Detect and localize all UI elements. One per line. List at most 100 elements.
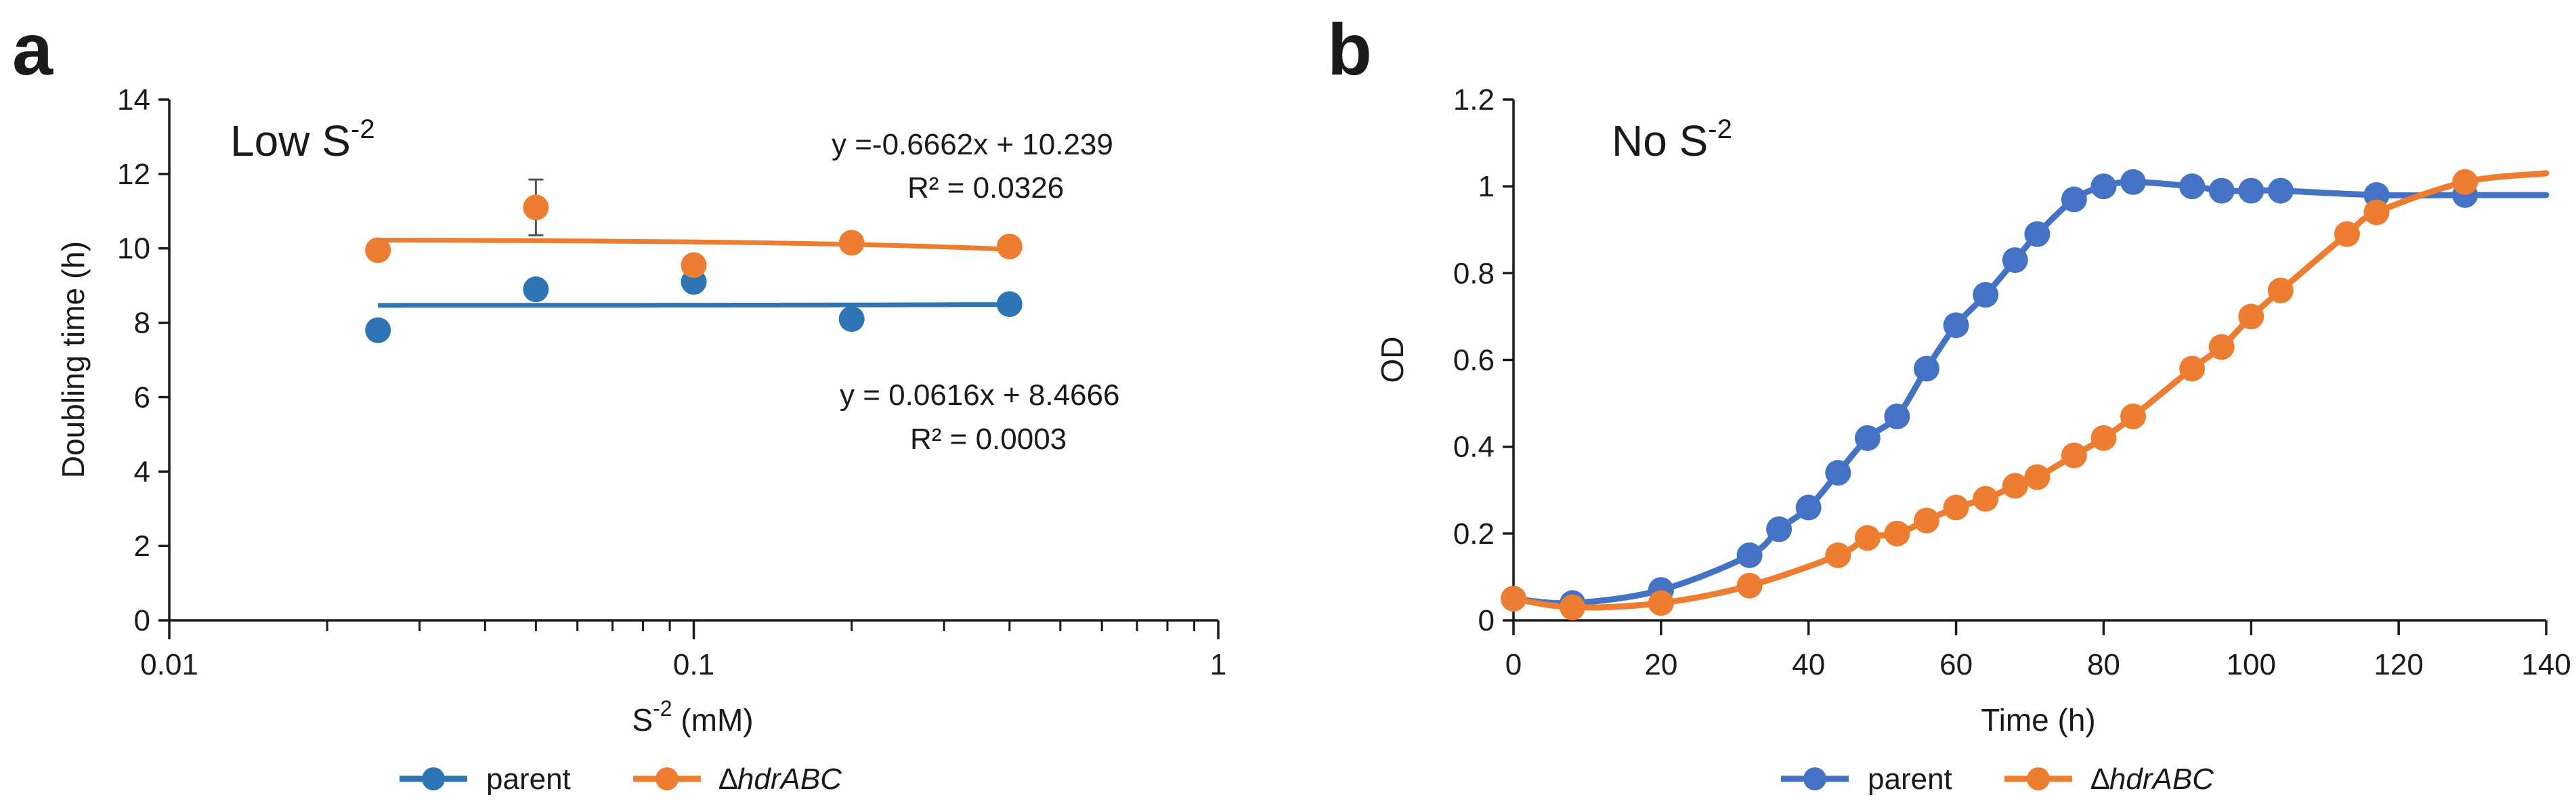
panel-a-y-title: Doubling time (h) bbox=[56, 241, 91, 478]
panel-a-point-parent bbox=[523, 276, 549, 303]
panel-a-y-tick-label: 6 bbox=[134, 381, 150, 414]
panel-b-point-parent bbox=[2002, 247, 2028, 274]
panel-b-point-parent bbox=[1736, 542, 1763, 568]
legend-hdrabc-marker bbox=[656, 767, 679, 790]
panel-b-point-hdrabc bbox=[1943, 494, 1969, 521]
panel-a-point-hdrabc bbox=[523, 194, 549, 221]
panel-b-y-tick-label: 1.2 bbox=[1453, 83, 1495, 116]
panel-a-title: Low S-2 bbox=[230, 114, 374, 165]
panel-b-x-tick-label: 40 bbox=[1792, 648, 1825, 681]
panel-a-y-tick-label: 0 bbox=[134, 604, 150, 637]
panel-b-point-parent bbox=[2267, 177, 2294, 204]
panel-b-point-parent bbox=[2208, 177, 2235, 204]
panel-b-y-title: OD bbox=[1375, 337, 1410, 383]
panel-a-y-tick-label: 14 bbox=[117, 83, 150, 116]
panel-a-y-tick-label: 2 bbox=[134, 530, 150, 563]
panel-b-legend-hdrabc: ∆hdrABC bbox=[2004, 763, 2214, 796]
panel-a-y-tick-label: 4 bbox=[134, 455, 150, 488]
panel-b-point-hdrabc bbox=[2208, 334, 2235, 360]
panel-a-x-title: S-2 (mM) bbox=[632, 696, 753, 738]
panel-a-point-parent bbox=[365, 317, 391, 343]
panel-b-x-tick-label: 0 bbox=[1505, 648, 1522, 681]
legend-hdrabc-label: ∆hdrABC bbox=[719, 763, 842, 796]
panel-b-point-hdrabc bbox=[2120, 403, 2146, 429]
panel-b-point-hdrabc bbox=[2002, 473, 2028, 499]
panel-a-x-tick-label: 0.01 bbox=[140, 648, 198, 681]
legend-b-hdrabc-marker bbox=[2027, 767, 2050, 790]
panel-a-orange-equation: y =-0.6662x + 10.239 bbox=[832, 128, 1113, 161]
panel-a-letter: a bbox=[12, 8, 53, 90]
panel-a-legend: parent ∆hdrABC bbox=[400, 763, 842, 796]
panel-b-point-parent bbox=[1825, 460, 1851, 486]
panel-a-y-tick-label: 8 bbox=[134, 307, 150, 340]
panel-a-trendline-hdrabc bbox=[378, 238, 1010, 252]
panel-b-point-parent bbox=[1795, 494, 1822, 521]
legend-b-parent-label: parent bbox=[1868, 763, 1952, 796]
panel-b-x-tick-label: 80 bbox=[2087, 648, 2120, 681]
panel-b-point-parent bbox=[2061, 186, 2087, 213]
panel-a-point-hdrabc bbox=[681, 252, 707, 278]
legend-b-hdrabc-label: ∆hdrABC bbox=[2091, 763, 2214, 796]
panel-b-letter: b bbox=[1327, 8, 1372, 90]
panel-a-point-parent bbox=[838, 306, 865, 333]
panel-a-point-parent bbox=[996, 291, 1023, 318]
panel-b-y-tick-label: 0.4 bbox=[1453, 431, 1495, 464]
panel-b-point-parent bbox=[2090, 173, 2117, 200]
panel-a-y-tick-label: 10 bbox=[117, 232, 150, 265]
panel-b-x-title: Time (h) bbox=[1981, 702, 2096, 738]
panel-a-legend-parent: parent bbox=[400, 763, 571, 796]
panel-b-point-parent bbox=[1973, 282, 1999, 308]
panel-a-legend-hdrabc: ∆hdrABC bbox=[633, 763, 842, 796]
panel-b-point-hdrabc bbox=[1973, 486, 1999, 512]
panel-b-x-tick-label: 60 bbox=[1939, 648, 1973, 681]
panel-b-x-tick-label: 120 bbox=[2374, 648, 2423, 681]
panel-b-legend: parent ∆hdrABC bbox=[1781, 763, 2214, 796]
legend-parent-marker bbox=[422, 767, 445, 790]
panel-b-x-tick-label: 140 bbox=[2521, 648, 2571, 681]
panel-a-orange-r2: R² = 0.0326 bbox=[907, 171, 1064, 205]
panel-a-x-tick-label: 0.1 bbox=[673, 648, 714, 681]
panel-b-x-tick-label: 20 bbox=[1644, 648, 1677, 681]
panel-b-point-hdrabc bbox=[2334, 221, 2360, 247]
panel-b-y-tick-label: 0.8 bbox=[1453, 257, 1495, 290]
panel-b-point-hdrabc bbox=[2267, 277, 2294, 303]
panel-b-point-hdrabc bbox=[1501, 585, 1526, 612]
panel-b-point-parent bbox=[1943, 312, 1969, 339]
panel-b-point-parent bbox=[1766, 516, 1793, 542]
panel-b-point-hdrabc bbox=[1884, 520, 1910, 547]
panel-a-blue-r2: R² = 0.0003 bbox=[910, 423, 1067, 456]
legend-b-parent-marker bbox=[1803, 767, 1826, 790]
panel-b-point-hdrabc bbox=[1854, 525, 1881, 551]
panel-a-point-hdrabc bbox=[365, 237, 391, 263]
panel-b-point-hdrabc bbox=[2363, 199, 2390, 226]
panel-a-chart: 0 2 4 6 8 10 12 14 0.01 0.1 1 Low S-2 y =-0.6662x… bbox=[56, 83, 1226, 796]
panel-b-point-parent bbox=[1854, 425, 1881, 451]
panel-b-point-hdrabc bbox=[1648, 590, 1674, 616]
panel-a-x-tick-label: 1 bbox=[1210, 648, 1226, 681]
panel-b-point-hdrabc bbox=[1560, 594, 1586, 620]
panel-b-title: No S-2 bbox=[1612, 114, 1732, 165]
panel-b-point-hdrabc bbox=[2090, 425, 2117, 451]
panel-a-y-tick-label: 12 bbox=[117, 158, 150, 191]
panel-b-point-parent bbox=[2238, 177, 2264, 204]
panel-a-blue-equation: y = 0.0616x + 8.4666 bbox=[840, 379, 1119, 412]
panel-b-chart: 0 0.2 0.4 0.6 0.8 1 1.2 0 20 40 60 80 100 120 140 No … bbox=[1375, 83, 2571, 796]
panel-b-point-parent bbox=[2179, 173, 2206, 200]
panel-b-point-parent bbox=[2024, 221, 2051, 247]
panel-b-y-tick-label: 0.6 bbox=[1453, 344, 1495, 377]
legend-parent-label: parent bbox=[486, 763, 571, 796]
panel-b-point-parent bbox=[1884, 403, 1910, 429]
panel-b-point-hdrabc bbox=[2061, 442, 2087, 469]
panel-b-point-hdrabc bbox=[1825, 542, 1851, 568]
panel-b-point-hdrabc bbox=[2238, 303, 2264, 330]
panel-b-point-hdrabc bbox=[2024, 464, 2051, 490]
panel-a-point-hdrabc bbox=[838, 230, 865, 256]
panel-b-y-tick-label: 1 bbox=[1478, 170, 1495, 203]
panel-b-x-tick-label: 100 bbox=[2227, 648, 2276, 681]
panel-b-point-hdrabc bbox=[1736, 572, 1763, 599]
panel-a-point-hdrabc bbox=[996, 233, 1023, 259]
panel-b-point-hdrabc bbox=[1914, 507, 1939, 534]
panel-b-point-parent bbox=[2120, 169, 2146, 195]
panel-b-y-tick-label: 0 bbox=[1478, 604, 1495, 637]
